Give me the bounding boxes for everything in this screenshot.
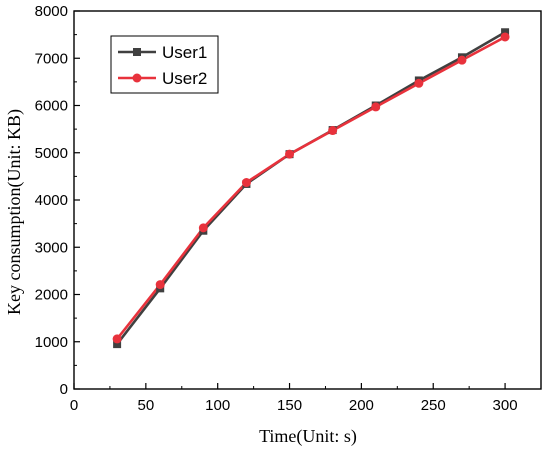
- y-tick-label: 1000: [35, 334, 68, 351]
- data-point-user2: [500, 32, 510, 42]
- x-tick-label: 150: [277, 397, 302, 414]
- x-tick-label: 0: [70, 397, 78, 414]
- legend-label-user2: User2: [162, 69, 207, 88]
- tick-marks: 0 50 100 150 200 250 3000100020003000400050006…: [35, 3, 518, 414]
- data-point-user2: [285, 149, 295, 159]
- legend-marker-user2: [132, 73, 142, 83]
- data-point-user1: [501, 28, 510, 37]
- y-tick-label: 7000: [35, 50, 68, 67]
- series-layer: [112, 28, 510, 349]
- series-line-user2: [116, 35, 506, 340]
- x-tick-label: 100: [205, 397, 230, 414]
- legend-box: [110, 35, 219, 94]
- data-point-user2: [457, 55, 467, 65]
- data-point-user1: [113, 340, 122, 349]
- x-tick-label: 200: [349, 397, 374, 414]
- data-point-user2: [371, 102, 381, 112]
- x-tick-label: 300: [493, 397, 518, 414]
- data-point-user2: [241, 178, 251, 188]
- data-point-user2: [112, 334, 122, 344]
- x-tick-label: 50: [138, 397, 155, 414]
- x-tick-label: 250: [421, 397, 446, 414]
- y-tick-label: 6000: [35, 98, 68, 115]
- y-tick-label: 3000: [35, 239, 68, 256]
- y-tick-label: 0: [60, 381, 68, 398]
- legend-marker-user1: [133, 48, 141, 56]
- data-point-user2: [198, 223, 208, 233]
- data-point-user2: [328, 126, 338, 136]
- data-point-user2: [155, 280, 165, 290]
- y-tick-label: 5000: [35, 145, 68, 162]
- x-axis-title: Time(Unit: s): [259, 426, 357, 447]
- y-tick-label: 8000: [35, 3, 68, 20]
- legend-label-user1: User1: [162, 43, 207, 62]
- y-tick-label: 4000: [35, 192, 68, 209]
- y-tick-label: 2000: [35, 287, 68, 304]
- data-point-user2: [414, 78, 424, 88]
- legend: User1 User2: [110, 35, 219, 94]
- y-axis-title: Key consumption(Unit: KB): [4, 109, 25, 315]
